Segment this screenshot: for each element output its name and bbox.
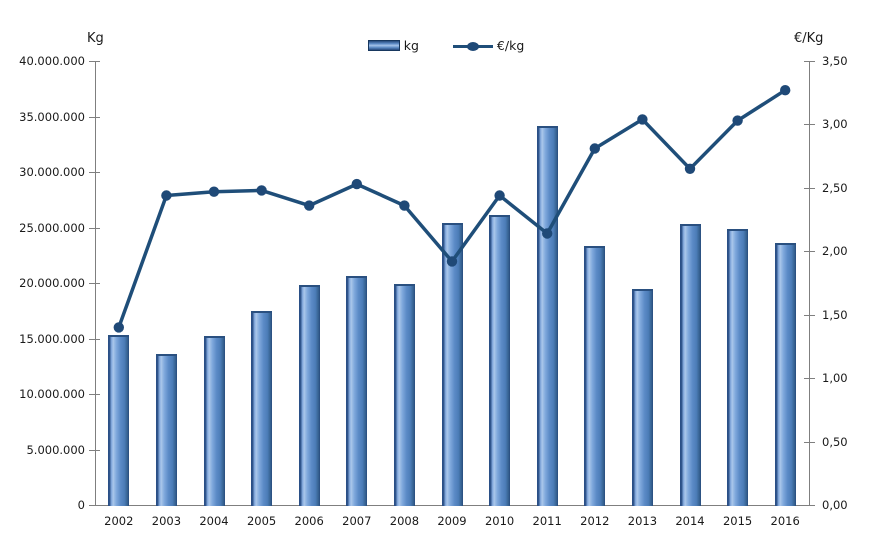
y-right-tick-label: 3,50 <box>822 54 848 68</box>
y-left-tick <box>89 116 100 118</box>
bar-2002 <box>108 335 130 506</box>
price-point-2002 <box>113 322 125 333</box>
bar-2010 <box>489 215 511 506</box>
x-tick-label: 2014 <box>675 514 705 528</box>
y-right-tick <box>804 378 815 380</box>
y-left-tick-label: 25.000.000 <box>19 220 85 235</box>
y-right-tick <box>804 61 815 62</box>
bar-swatch-icon <box>367 40 400 51</box>
y-right-tick-label: 2,50 <box>822 180 848 195</box>
y-left-tick-label: 10.000.000 <box>19 387 85 401</box>
x-tick-label: 2006 <box>294 514 324 528</box>
y-left-tick-label: 15.000.000 <box>19 331 85 346</box>
y-left-tick-label: 30.000.000 <box>19 165 85 179</box>
x-tick-label: 2015 <box>722 514 753 528</box>
y-right-tick <box>804 187 815 189</box>
x-tick-label: 2012 <box>580 514 610 528</box>
bar-2011 <box>536 126 558 506</box>
x-tick-label: 2011 <box>532 514 562 528</box>
x-tick-label: 2003 <box>151 514 182 528</box>
bar-2009 <box>441 223 463 506</box>
y-left-tick <box>89 61 100 62</box>
x-tick-label: 2007 <box>342 514 372 528</box>
x-tick-label: 2009 <box>437 514 467 528</box>
y-left-tick <box>89 283 100 284</box>
y-right-tick <box>804 314 815 316</box>
x-tick-label: 2005 <box>246 514 277 528</box>
y-left-tick <box>89 394 100 395</box>
y-left-tick <box>89 338 100 340</box>
line-marker-swatch-icon <box>452 41 493 51</box>
x-tick-label: 2010 <box>484 514 515 528</box>
legend-item-eur-per-kg: €/kg <box>452 38 525 53</box>
price-point-2014 <box>684 163 696 174</box>
x-tick-label: 2002 <box>104 514 134 528</box>
legend: kg €/kg <box>0 38 892 53</box>
price-point-2016 <box>780 85 791 96</box>
bar-2003 <box>155 354 177 506</box>
legend-kg-label: kg <box>403 38 419 53</box>
x-tick-label: 2008 <box>389 514 420 528</box>
y-left-tick-label: 40.000.000 <box>19 54 85 68</box>
price-point-2013 <box>637 114 648 125</box>
y-right-tick-label: 0,00 <box>822 498 848 512</box>
left-axis-title: Kg <box>87 31 104 46</box>
price-point-2005 <box>256 185 267 196</box>
x-tick-label: 2013 <box>627 514 658 528</box>
bar-2014 <box>679 224 701 506</box>
bar-2008 <box>393 284 415 506</box>
x-tick-label: 2016 <box>770 514 800 528</box>
price-point-2010 <box>494 190 505 201</box>
y-left-tick-label: 0 <box>77 498 85 512</box>
bar-2013 <box>631 288 653 506</box>
price-point-2004 <box>208 186 220 197</box>
price-point-2007 <box>351 178 362 190</box>
y-right-tick-label: 0,50 <box>822 434 848 449</box>
y-right-tick <box>804 251 815 253</box>
bar-2006 <box>298 285 320 506</box>
y-left-tick <box>89 449 100 451</box>
legend-item-kg: kg <box>367 38 419 53</box>
y-right-tick <box>804 505 815 506</box>
y-left-tick-label: 5.000.000 <box>26 442 85 457</box>
bar-2015 <box>727 228 749 506</box>
y-right-tick <box>804 441 815 443</box>
y-left-tick-label: 20.000.000 <box>19 276 85 290</box>
bar-2007 <box>346 276 368 506</box>
price-point-2008 <box>399 200 410 211</box>
price-point-2003 <box>161 190 172 201</box>
price-point-2012 <box>589 143 600 154</box>
price-point-2006 <box>304 200 315 211</box>
y-left-tick <box>89 172 100 173</box>
x-tick-label: 2004 <box>199 514 229 528</box>
y-right-tick-label: 3,00 <box>822 117 848 132</box>
y-right-tick-label: 1,50 <box>822 307 848 322</box>
bar-2005 <box>251 310 273 506</box>
right-axis-title: €/Kg <box>794 31 824 46</box>
y-left-tick-label: 35.000.000 <box>19 109 85 124</box>
y-right-tick <box>804 124 815 126</box>
bar-2012 <box>584 246 606 506</box>
bar-2004 <box>203 336 225 506</box>
bar-2016 <box>774 243 796 506</box>
y-left-tick <box>89 227 100 229</box>
y-left-tick <box>89 505 100 506</box>
legend-eur-label: €/kg <box>496 38 525 53</box>
y-axis-right-line <box>809 61 810 505</box>
y-right-tick-label: 1,00 <box>822 371 848 386</box>
y-right-tick-label: 2,00 <box>822 244 848 259</box>
price-point-2015 <box>732 115 743 126</box>
